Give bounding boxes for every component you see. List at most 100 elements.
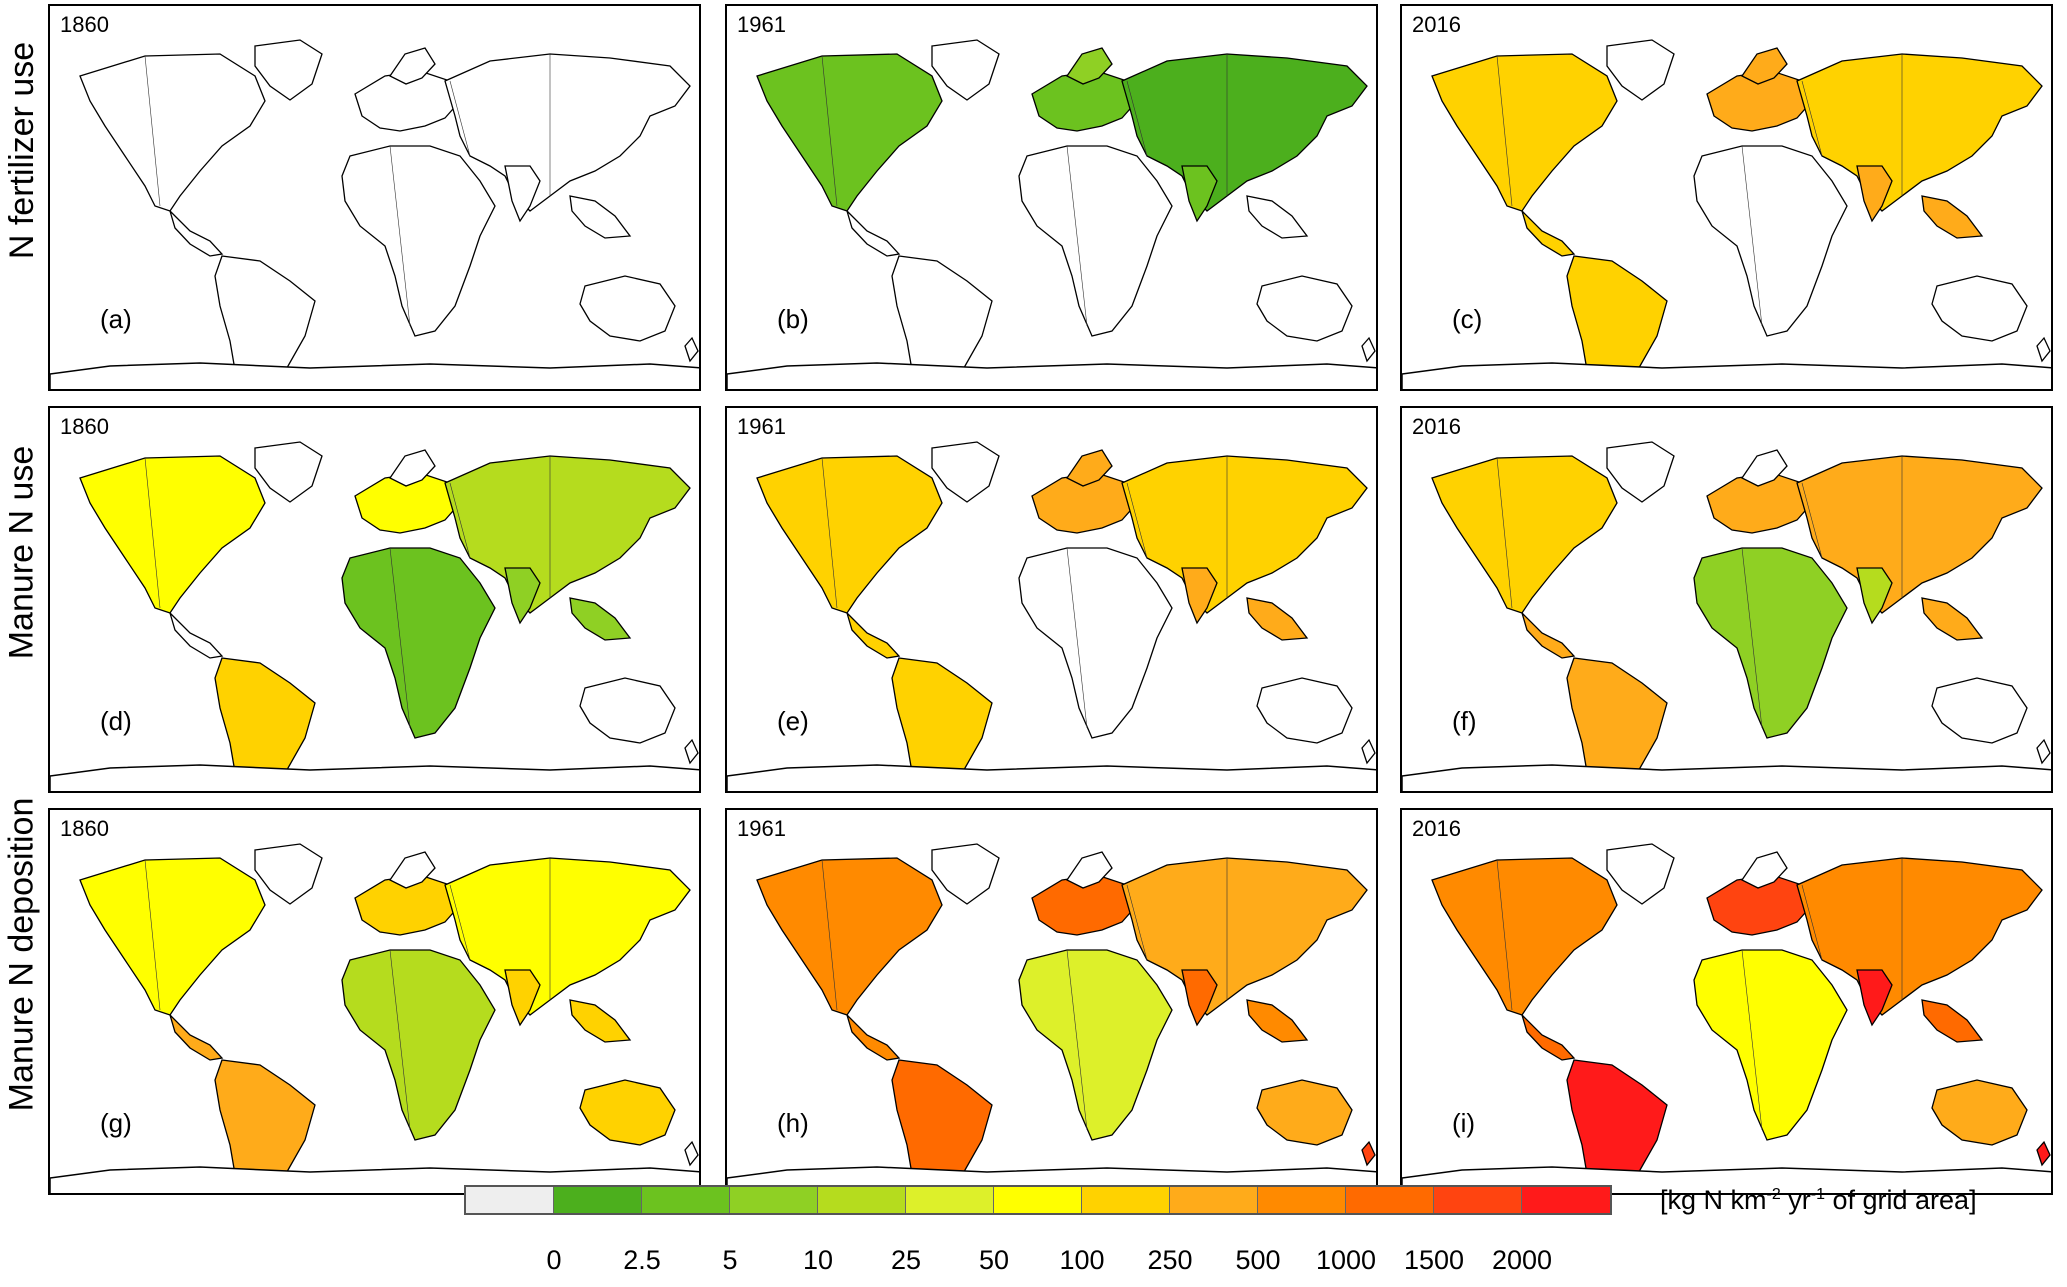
region-greenland [1606,39,1675,101]
region-india [1181,165,1218,223]
region-centralAmerica [1521,612,1576,659]
legend-swatch [1522,1187,1610,1213]
world-map [50,441,699,791]
region-northAmerica [1431,857,1618,1016]
panel-year: 1860 [60,816,109,841]
border-line [1801,884,1823,961]
region-northAmerica [756,53,943,212]
region-greenland [1606,441,1675,503]
border-line [449,80,471,157]
region-scandinavia [389,449,436,487]
region-africa [1018,145,1173,337]
panel-label: (c) [1452,304,1483,334]
region-nz [684,1140,699,1167]
region-scandinavia [1741,851,1788,889]
panel-year: 1961 [737,12,786,37]
row-label: Manure N use [2,445,41,659]
map-panel: 2016 (c) [1400,4,2053,391]
color-legend [464,1185,1612,1215]
border-line [1496,55,1513,207]
legend-swatch [466,1187,554,1213]
border-line [144,55,161,207]
panel-label: (e) [777,706,809,736]
region-india [504,165,541,223]
legend-tick-label: 5 [722,1245,738,1275]
region-australia [1256,1079,1353,1146]
border-line [1741,949,1763,1131]
region-seAsia [1246,597,1309,641]
region-greenland [931,441,1000,503]
border-line [1801,80,1823,157]
legend-swatch [1170,1187,1258,1213]
legend-tick-label: 1000 [1315,1245,1377,1275]
legend-swatch [554,1187,642,1213]
border-line [821,859,838,1011]
region-australia [1931,275,2028,342]
border-line [1496,859,1513,1011]
border-line [449,884,471,961]
panel-label: (b) [777,304,809,334]
region-nz [684,336,699,363]
region-greenland [931,39,1000,101]
region-greenland [931,843,1000,905]
legend-swatch [730,1187,818,1213]
world-map [1402,39,2051,389]
map-panel: 2016 (f) [1400,406,2053,793]
region-india [504,567,541,625]
region-nz [1361,336,1376,363]
region-northAmerica [1431,53,1618,212]
border-line [1066,547,1088,729]
border-line [1741,145,1763,327]
border-line [821,457,838,609]
region-africa [1693,145,1848,337]
region-nz [1361,1140,1376,1167]
legend-swatch [1434,1187,1522,1213]
region-antarctica [50,764,699,791]
region-india [1856,969,1893,1027]
region-southAmerica [214,657,316,791]
legend-tick-label: 25 [890,1245,922,1275]
legend-tick-label: 250 [1147,1245,1193,1275]
region-africa [341,949,496,1141]
map-panel: 1860 (g) [48,808,701,1195]
region-antarctica [1402,362,2051,389]
legend-tick-label: 2.5 [623,1245,661,1275]
region-northAmerica [79,857,266,1016]
legend-swatch [994,1187,1082,1213]
region-antarctica [50,362,699,389]
region-scandinavia [1741,449,1788,487]
panel-label: (h) [777,1108,809,1138]
world-map [727,39,1376,389]
region-centralAmerica [169,1014,224,1061]
legend-tick-label: 50 [978,1245,1010,1275]
row-label: N fertilizer use [2,41,41,259]
border-line [1741,547,1763,729]
world-map [727,843,1376,1193]
legend-tick-label: 500 [1235,1245,1281,1275]
region-seAsia [1921,999,1984,1043]
panel-label: (g) [100,1108,132,1138]
region-northAmerica [1431,455,1618,614]
legend-tick-label: 2000 [1491,1245,1553,1275]
region-africa [1018,547,1173,739]
region-centralAmerica [846,210,901,257]
region-australia [579,677,676,744]
border-line [389,547,411,729]
region-seAsia [1921,597,1984,641]
region-seAsia [569,597,632,641]
region-southAmerica [214,255,316,389]
border-line [1126,482,1148,559]
unit-part: -2 [1766,1186,1781,1203]
region-antarctica [727,362,1376,389]
region-scandinavia [1741,47,1788,85]
panel-year: 2016 [1412,414,1461,439]
panel-year: 1860 [60,414,109,439]
region-seAsia [1921,195,1984,239]
border-line [1496,457,1513,609]
border-line [1126,884,1148,961]
map-panel: 1961 (b) [725,4,1378,391]
region-seAsia [569,195,632,239]
map-panel: 1961 (e) [725,406,1378,793]
unit-part: -1 [1810,1186,1825,1203]
region-nz [2036,1140,2051,1167]
